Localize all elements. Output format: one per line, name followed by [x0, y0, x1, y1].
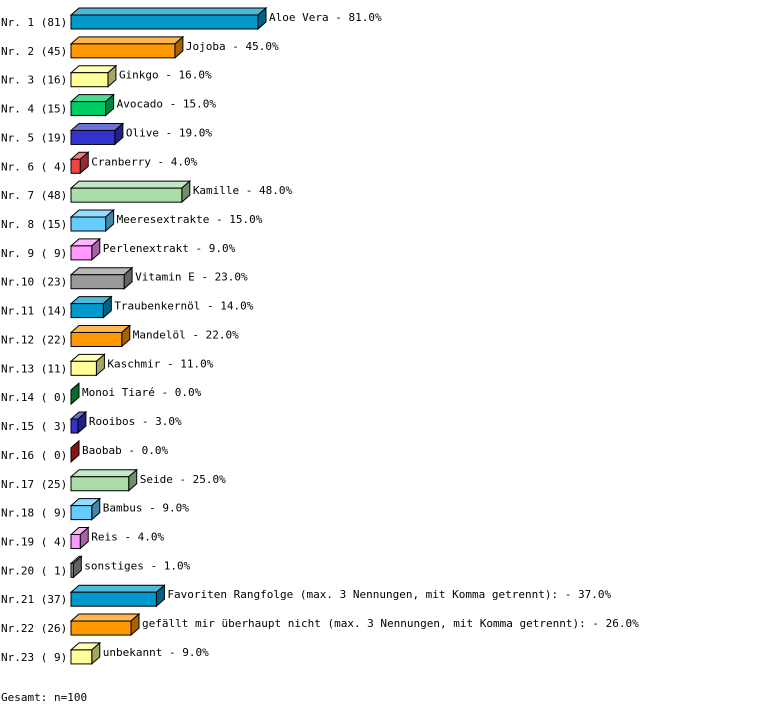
bar — [70, 649, 93, 665]
bar — [70, 245, 93, 261]
category-label: Nr. 6 ( 4) — [1, 160, 67, 173]
category-label: Nr. 8 (15) — [1, 218, 67, 231]
bar-top — [69, 7, 268, 16]
bar-top — [69, 122, 125, 131]
data-label: Bambus - 9.0% — [103, 502, 189, 515]
bar — [70, 43, 176, 59]
bar — [70, 303, 104, 319]
data-label: Kamille - 48.0% — [193, 184, 293, 197]
data-label: Traubenkernöl - 14.0% — [114, 300, 253, 313]
category-label: Nr.22 (26) — [1, 622, 67, 635]
bar-top — [69, 613, 141, 622]
bar — [70, 129, 116, 145]
data-label: Perlenextrakt - 9.0% — [103, 242, 236, 255]
bar — [70, 187, 183, 203]
data-label: Reis - 4.0% — [91, 530, 164, 543]
bar-top — [69, 584, 166, 593]
data-label: Ginkgo - 16.0% — [119, 69, 212, 82]
data-label: Vitamin E - 23.0% — [135, 271, 248, 284]
bar-side — [72, 555, 82, 579]
data-label: gefällt mir überhaupt nicht (max. 3 Nenn… — [142, 617, 639, 630]
data-label: Baobab - 0.0% — [82, 444, 168, 457]
category-label: Nr.11 (14) — [1, 305, 67, 318]
bar-top — [69, 36, 185, 45]
category-label: Nr.18 ( 9) — [1, 507, 67, 520]
category-label: Nr.19 ( 4) — [1, 535, 67, 548]
bar-top — [69, 180, 192, 189]
bar — [70, 158, 81, 174]
bar-side — [70, 382, 80, 406]
bar — [70, 14, 259, 30]
category-label: Nr. 5 (19) — [1, 131, 67, 144]
data-label: Favoriten Rangfolge (max. 3 Nennungen, m… — [167, 588, 611, 601]
data-label: Rooibos - 3.0% — [89, 415, 182, 428]
bar — [70, 331, 123, 347]
category-label: Nr.21 (37) — [1, 593, 67, 606]
data-label: sonstiges - 1.0% — [84, 559, 190, 572]
category-label: Nr.10 (23) — [1, 276, 67, 289]
category-label: Nr. 2 (45) — [1, 45, 67, 58]
bar — [70, 476, 130, 492]
data-label: Olive - 19.0% — [126, 126, 212, 139]
category-label: Nr. 1 (81) — [1, 16, 67, 29]
category-label: Nr.12 (22) — [1, 333, 67, 346]
category-label: Nr.23 ( 9) — [1, 651, 67, 664]
bar — [70, 72, 109, 88]
bar — [70, 274, 125, 290]
category-label: Nr. 7 (48) — [1, 189, 67, 202]
bar — [70, 591, 157, 607]
data-label: unbekannt - 9.0% — [103, 646, 209, 659]
category-label: Nr.15 ( 3) — [1, 420, 67, 433]
data-label: Mandelöl - 22.0% — [133, 328, 239, 341]
category-label: Nr. 4 (15) — [1, 103, 67, 116]
data-label: Kaschmir - 11.0% — [107, 357, 213, 370]
category-label: Nr.13 (11) — [1, 362, 67, 375]
category-label: Nr.17 (25) — [1, 478, 67, 491]
data-label: Cranberry - 4.0% — [91, 155, 197, 168]
category-label: Nr.14 ( 0) — [1, 391, 67, 404]
bar-top — [69, 469, 139, 478]
bar — [70, 620, 132, 636]
bar-side — [70, 439, 80, 464]
data-label: Seide - 25.0% — [140, 473, 226, 486]
data-label: Monoi Tiaré - 0.0% — [82, 386, 202, 399]
bar — [70, 505, 93, 521]
category-label: Nr. 3 (16) — [1, 74, 67, 87]
category-label: Nr.16 ( 0) — [1, 449, 67, 462]
bar — [70, 360, 97, 376]
total-label: Gesamt: n=100 — [1, 691, 88, 704]
category-label: Nr.20 ( 1) — [1, 564, 67, 577]
bar-top — [69, 324, 132, 333]
bar-top — [69, 267, 134, 276]
category-label: Nr. 9 ( 9) — [1, 247, 67, 260]
data-label: Meeresextrakte - 15.0% — [117, 213, 263, 226]
data-label: Avocado - 15.0% — [117, 98, 217, 111]
bar — [70, 418, 79, 434]
bar — [70, 216, 107, 232]
data-label: Aloe Vera - 81.0% — [269, 11, 382, 24]
bar — [70, 533, 81, 549]
data-label: Jojoba - 45.0% — [186, 40, 279, 53]
bar — [70, 562, 74, 578]
bar — [70, 101, 107, 117]
